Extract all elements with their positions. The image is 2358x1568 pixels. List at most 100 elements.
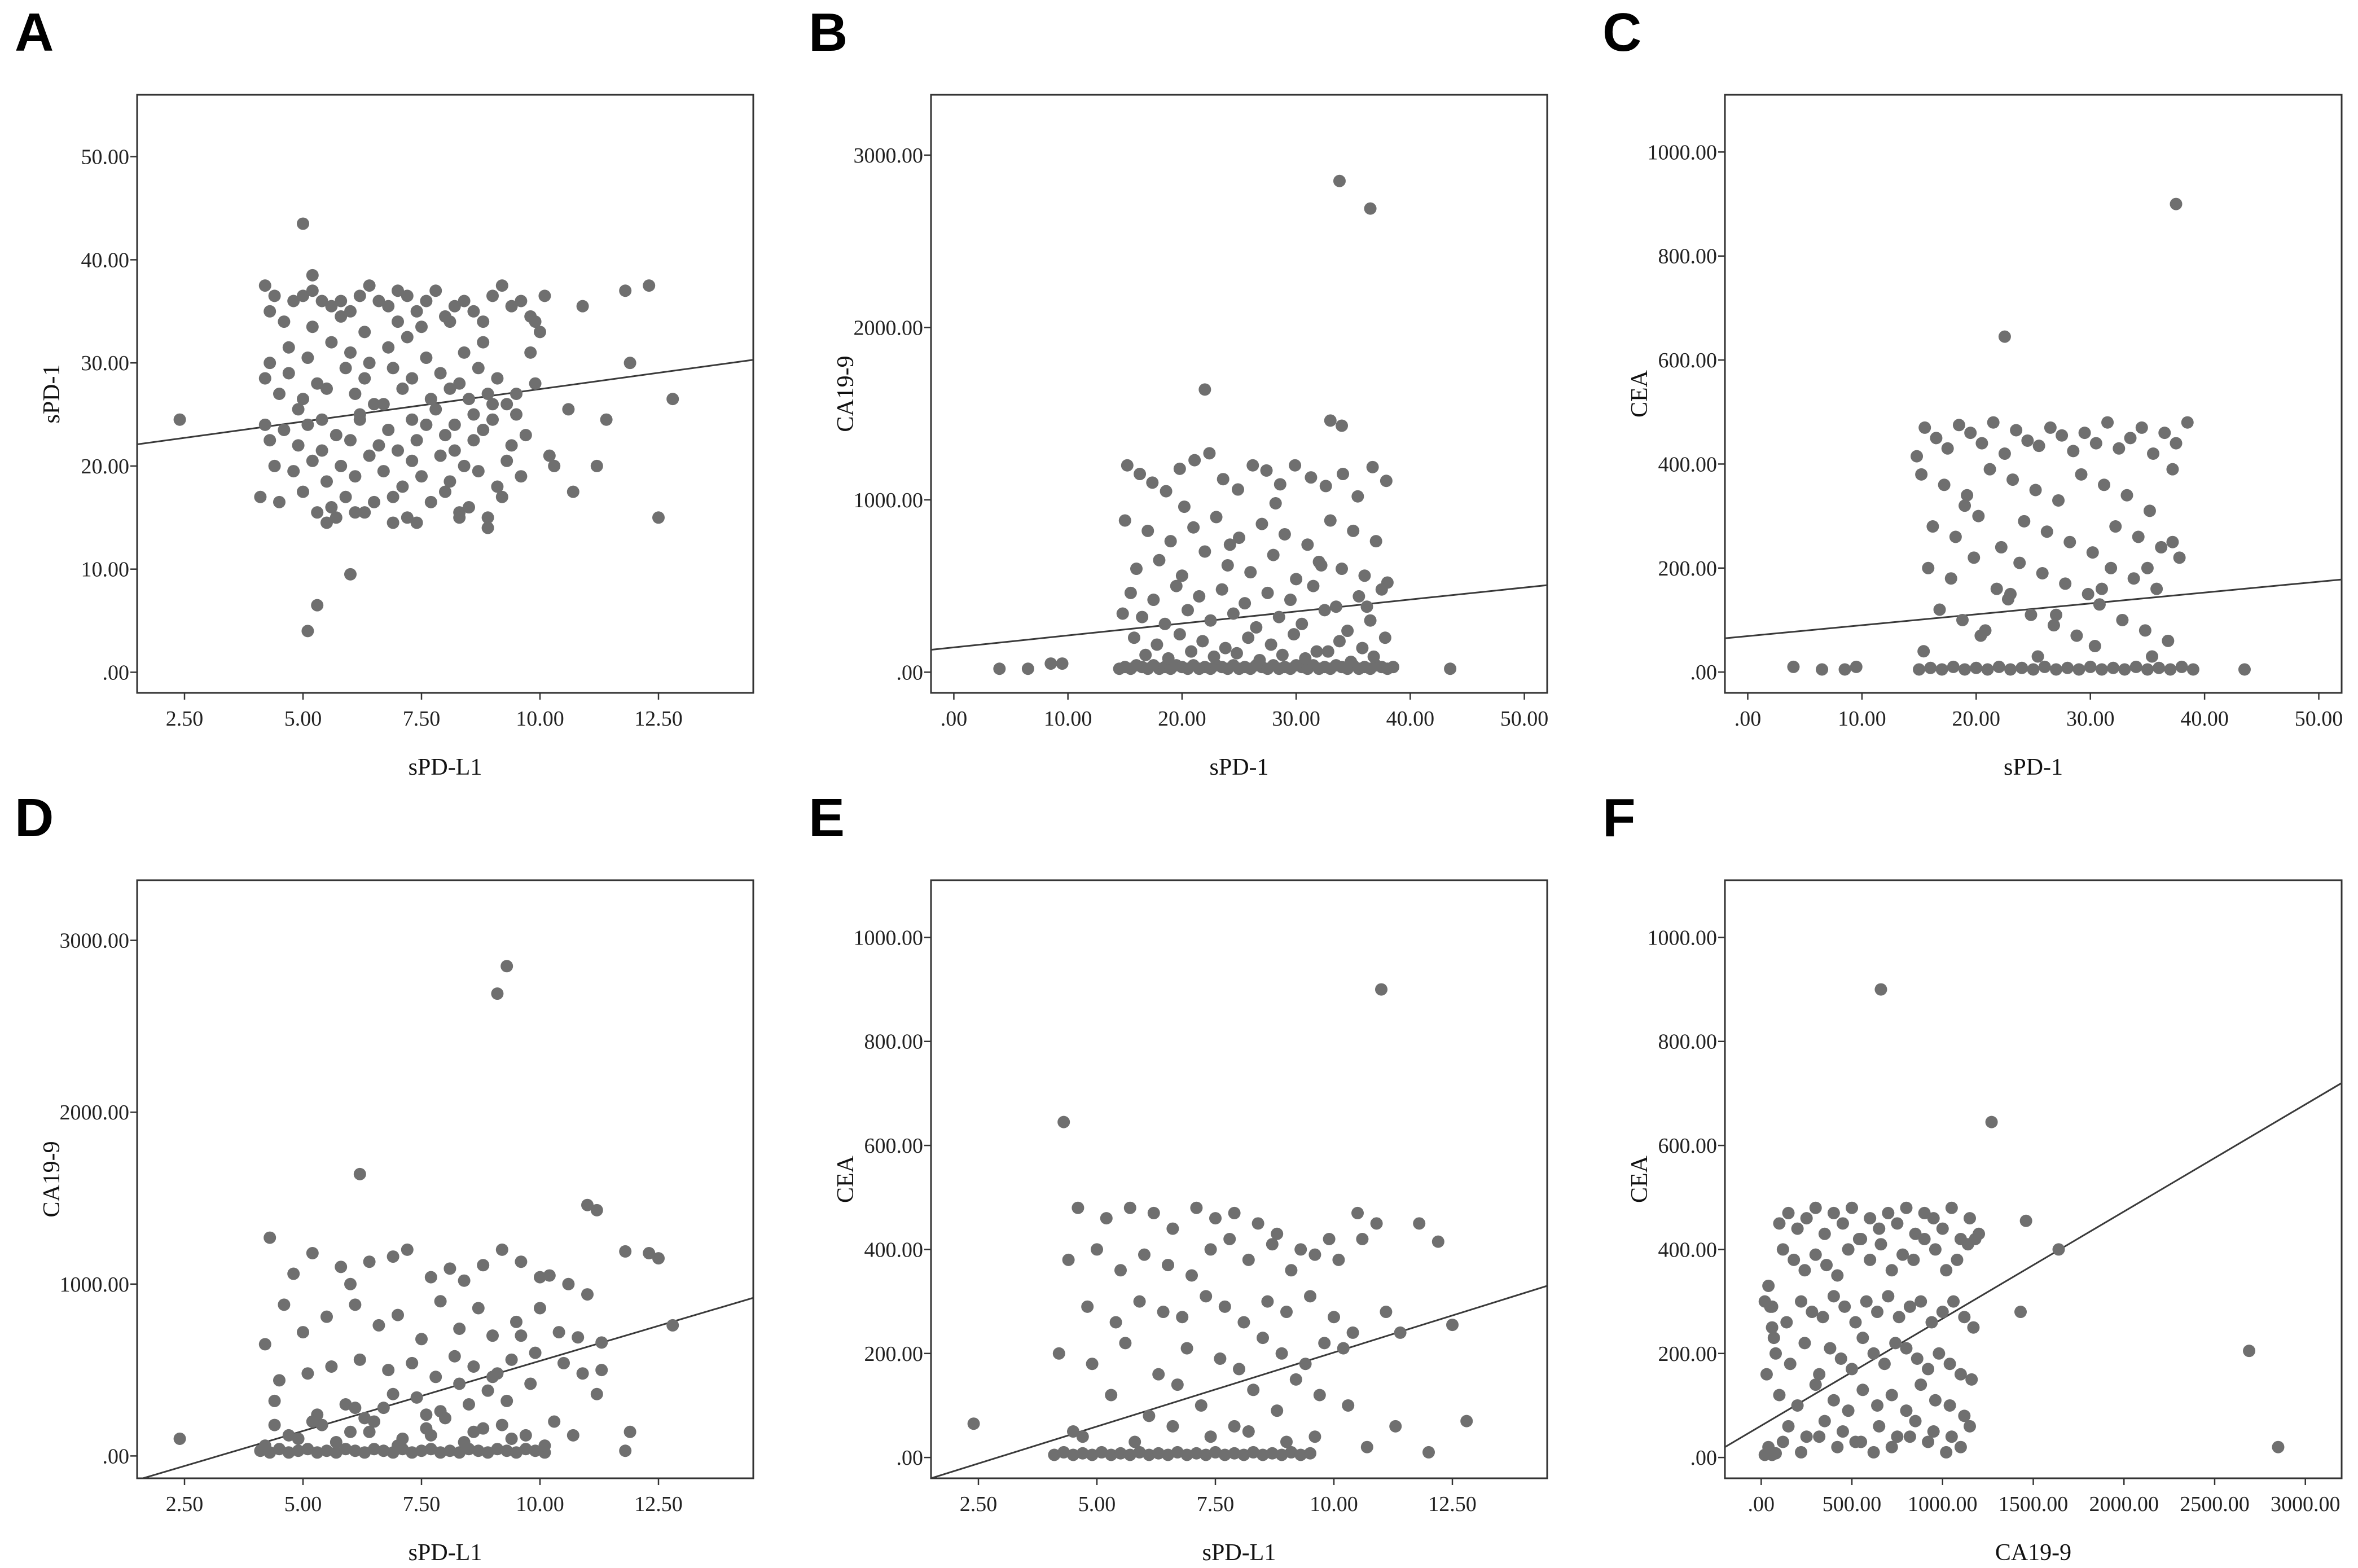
- data-point: [358, 1446, 371, 1459]
- data-point: [496, 0, 508, 6]
- data-point: [1824, 1342, 1837, 1355]
- data-point: [1947, 660, 1960, 673]
- chart-panel-d: D 2.50 5.00 7.50 10.00 12.50 .00 1000.00 2000.00…: [15, 788, 754, 1566]
- data-point: [1162, 1259, 1174, 1272]
- data-point: [387, 490, 399, 503]
- data-point: [1319, 480, 1332, 493]
- data-point: [1940, 1446, 1953, 1459]
- x-tick-label: 20.00: [1952, 707, 2001, 731]
- data-point: [2150, 582, 2163, 595]
- data-point: [1158, 617, 1171, 630]
- data-point: [268, 1418, 281, 1431]
- data-point: [2113, 442, 2126, 455]
- data-point: [363, 1255, 376, 1268]
- data-point: [1422, 1446, 1435, 1459]
- data-point: [392, 315, 404, 328]
- data-point: [2063, 535, 2076, 548]
- data-point: [1871, 1399, 1884, 1412]
- data-point: [1133, 1295, 1146, 1308]
- data-point: [2040, 525, 2053, 538]
- data-point: [415, 470, 428, 483]
- data-point: [339, 1398, 352, 1411]
- data-point: [1809, 1378, 1822, 1391]
- data-point: [1446, 1319, 1459, 1332]
- data-point: [349, 506, 362, 519]
- data-point: [1849, 1316, 1862, 1329]
- x-tick-label: .00: [941, 707, 968, 731]
- data-point: [1936, 1222, 1949, 1235]
- data-point: [335, 1260, 348, 1273]
- chart-panel-a: A 2.50 5.00 7.50 10.00 12.50 .00 10.00 20.00 30.0…: [15, 0, 754, 780]
- data-point: [1818, 1415, 1831, 1428]
- data-point: [1162, 652, 1175, 665]
- data-point: [491, 480, 504, 493]
- data-point: [1204, 1243, 1217, 1256]
- data-point: [1813, 1368, 1826, 1381]
- data-point: [1233, 532, 1245, 544]
- data-point: [1257, 1332, 1269, 1345]
- data-point: [1809, 1201, 1822, 1214]
- data-point: [2175, 660, 2188, 673]
- data-point: [1961, 489, 1974, 502]
- data-point: [534, 326, 546, 339]
- data-point: [320, 1444, 333, 1457]
- data-point: [401, 511, 414, 524]
- data-point: [2105, 561, 2118, 574]
- data-point: [368, 1415, 380, 1428]
- data-point: [1927, 1212, 1940, 1225]
- data-point: [1958, 1311, 1971, 1324]
- y-axis-label: CEA: [1627, 370, 1653, 418]
- data-point: [1081, 1300, 1094, 1313]
- data-point: [505, 1432, 518, 1445]
- data-point: [500, 454, 513, 467]
- data-point: [1227, 607, 1240, 620]
- data-point: [519, 1429, 532, 1442]
- data-point: [1217, 473, 1230, 486]
- data-point: [2047, 619, 2060, 632]
- plot-frame: [930, 94, 1548, 694]
- y-tick-label: .00: [103, 1444, 130, 1468]
- data-point: [619, 284, 632, 297]
- data-point: [500, 960, 513, 973]
- data-point: [2155, 541, 2168, 554]
- data-point: [1922, 1363, 1935, 1376]
- data-point: [1795, 1295, 1808, 1308]
- data-point: [1913, 663, 1926, 676]
- data-point: [1162, 1448, 1174, 1461]
- data-point: [415, 320, 428, 333]
- data-point: [1228, 1206, 1241, 1219]
- data-point: [1100, 1212, 1113, 1225]
- data-point: [552, 1326, 565, 1339]
- data-point: [1900, 1404, 1913, 1417]
- panel-letter: B: [809, 2, 848, 63]
- data-point: [1782, 1420, 1795, 1433]
- data-point: [548, 1415, 561, 1428]
- data-point: [1959, 663, 1971, 676]
- data-point: [562, 1277, 575, 1290]
- data-point: [1130, 563, 1143, 576]
- data-point: [2059, 577, 2072, 590]
- data-point: [297, 289, 309, 302]
- x-tick-label: 3000.00: [2271, 1492, 2341, 1516]
- data-point: [1938, 478, 1951, 491]
- data-point: [2162, 634, 2175, 647]
- data-point: [1086, 1358, 1099, 1371]
- data-point: [387, 1250, 399, 1263]
- data-point: [1929, 1394, 1942, 1407]
- data-point: [297, 217, 309, 230]
- data-point: [2044, 421, 2057, 434]
- data-point: [406, 413, 419, 426]
- data-point: [1123, 1201, 1136, 1214]
- data-point: [1813, 1430, 1826, 1443]
- data-point: [1223, 1233, 1236, 1245]
- data-point: [1846, 1201, 1859, 1214]
- data-point: [301, 352, 314, 364]
- data-point: [1787, 660, 1800, 673]
- data-point: [315, 413, 328, 426]
- data-point: [429, 284, 442, 297]
- data-point: [1261, 1295, 1274, 1308]
- data-point: [1998, 447, 2011, 460]
- data-point: [315, 1418, 328, 1431]
- y-tick-label: 1000.00: [60, 1273, 130, 1297]
- data-point: [1954, 1440, 1967, 1453]
